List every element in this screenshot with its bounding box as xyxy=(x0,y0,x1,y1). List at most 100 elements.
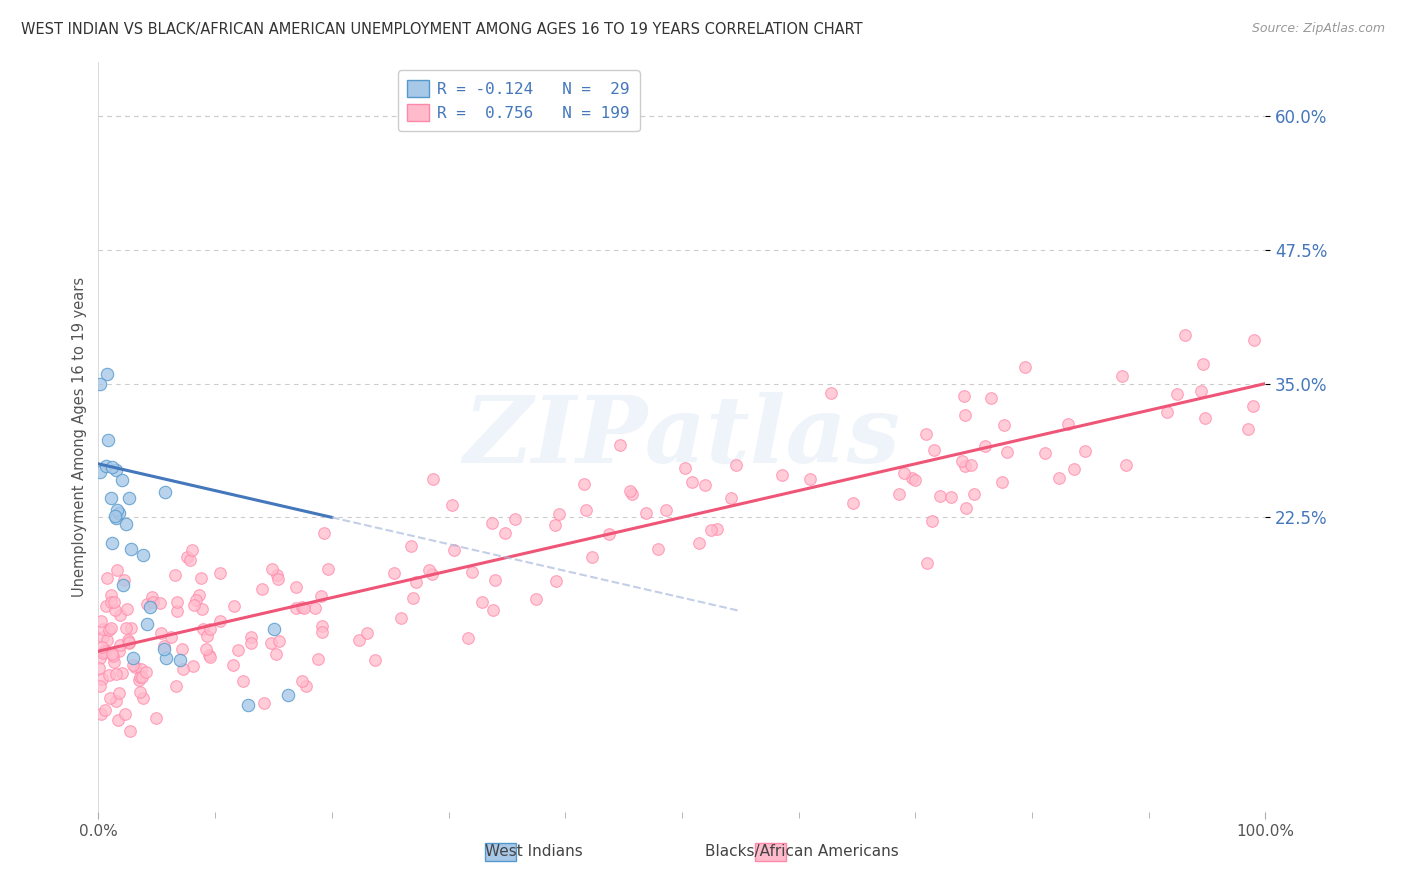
Point xyxy=(118,634,141,648)
Point xyxy=(120,542,142,557)
Point xyxy=(950,454,973,468)
Point xyxy=(101,649,124,664)
Point xyxy=(93,644,115,658)
Point xyxy=(295,679,318,693)
Point xyxy=(100,622,122,636)
Point xyxy=(117,633,139,648)
Text: WEST INDIAN VS BLACK/AFRICAN AMERICAN UNEMPLOYMENT AMONG AGES 16 TO 19 YEARS COR: WEST INDIAN VS BLACK/AFRICAN AMERICAN UN… xyxy=(21,22,863,37)
Point xyxy=(105,563,128,577)
Point xyxy=(494,525,516,540)
Text: Blacks/African Americans: Blacks/African Americans xyxy=(704,845,898,859)
Point xyxy=(973,439,995,453)
Point xyxy=(142,595,165,609)
Point xyxy=(91,622,114,636)
Point xyxy=(111,473,134,487)
Text: Source: ZipAtlas.com: Source: ZipAtlas.com xyxy=(1251,22,1385,36)
Point xyxy=(129,662,152,676)
Point xyxy=(96,367,118,381)
Point xyxy=(939,490,962,504)
Point xyxy=(118,491,141,505)
Point xyxy=(405,574,427,589)
Point xyxy=(114,707,136,722)
Point xyxy=(108,506,131,520)
Point xyxy=(128,673,150,687)
Point xyxy=(356,626,378,640)
Legend: R = -0.124   N =  29, R =  0.756   N = 199: R = -0.124 N = 29, R = 0.756 N = 199 xyxy=(398,70,640,131)
Point xyxy=(311,619,333,633)
Point xyxy=(253,696,276,710)
Point xyxy=(91,646,114,660)
Point xyxy=(108,686,131,700)
Point xyxy=(208,614,231,628)
Point xyxy=(471,595,494,609)
Point xyxy=(118,724,141,739)
Point xyxy=(232,673,254,688)
Point xyxy=(1174,328,1197,343)
Point xyxy=(995,444,1018,458)
Point xyxy=(316,562,339,576)
Point xyxy=(963,487,986,501)
Point xyxy=(94,459,117,474)
Point xyxy=(922,442,945,457)
Point xyxy=(457,631,479,645)
Point xyxy=(619,483,641,498)
Point xyxy=(111,578,134,592)
Point xyxy=(190,571,212,585)
Point xyxy=(198,648,221,662)
Point xyxy=(260,636,283,650)
Point xyxy=(129,670,152,684)
Point xyxy=(115,621,138,635)
Y-axis label: Unemployment Among Ages 16 to 19 years: Unemployment Among Ages 16 to 19 years xyxy=(72,277,87,597)
Point xyxy=(267,573,290,587)
Point xyxy=(104,603,127,617)
Point xyxy=(842,496,865,510)
Point xyxy=(93,703,115,717)
Point xyxy=(170,641,193,656)
Point xyxy=(547,507,569,521)
Point xyxy=(953,409,976,423)
Point xyxy=(291,674,314,689)
Point xyxy=(266,568,288,582)
FancyBboxPatch shape xyxy=(755,843,786,861)
Point xyxy=(309,589,332,603)
Point xyxy=(136,617,159,632)
Point xyxy=(90,706,112,721)
Point xyxy=(103,655,125,669)
Point xyxy=(122,657,145,672)
Point xyxy=(267,633,290,648)
Point xyxy=(101,536,124,550)
Point xyxy=(1243,333,1265,347)
Point xyxy=(89,466,111,480)
Point xyxy=(422,472,444,486)
Point xyxy=(104,508,127,523)
Point xyxy=(770,467,793,482)
Point xyxy=(574,477,596,491)
Point xyxy=(100,460,122,475)
Point xyxy=(1192,358,1215,372)
Point xyxy=(179,552,201,566)
Point xyxy=(89,376,111,391)
Text: West Indians: West Indians xyxy=(485,845,583,859)
Point xyxy=(688,536,710,550)
Point xyxy=(104,463,127,477)
Point xyxy=(307,652,329,666)
Point xyxy=(98,691,121,706)
Point xyxy=(96,633,118,648)
Point xyxy=(108,608,131,623)
Point xyxy=(991,475,1014,489)
Point xyxy=(107,713,129,727)
Point xyxy=(112,574,135,588)
Point xyxy=(598,527,620,541)
Point xyxy=(673,460,696,475)
Point xyxy=(224,599,246,614)
Point xyxy=(636,506,658,520)
Point xyxy=(131,691,153,706)
Point xyxy=(165,679,187,693)
Point xyxy=(681,475,703,490)
Point xyxy=(546,574,568,589)
Point xyxy=(1074,444,1097,458)
Point xyxy=(484,574,506,588)
Point xyxy=(96,570,118,584)
Point xyxy=(188,588,211,602)
Point xyxy=(94,644,117,658)
